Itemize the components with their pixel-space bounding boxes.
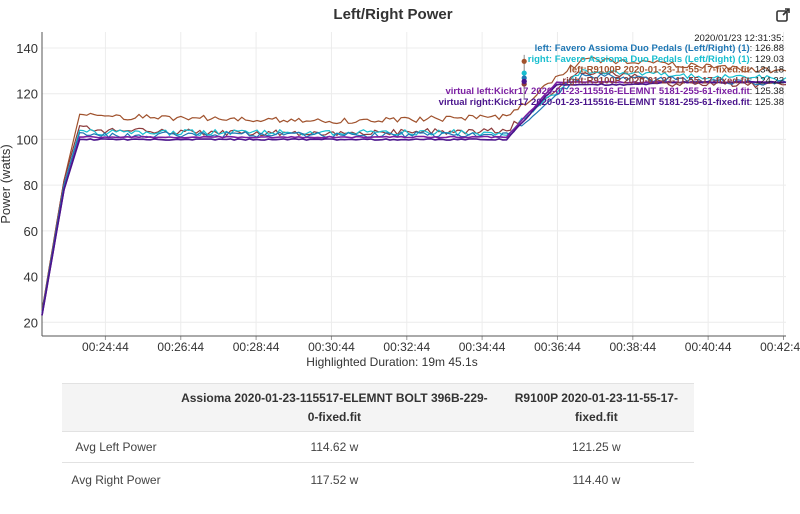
table-header-assioma: Assioma 2020-01-23-115517-ELEMNT BOLT 39… (170, 383, 499, 432)
hover-marker (521, 78, 527, 85)
x-tick-label: 00:40:44 (685, 340, 732, 354)
series-line-5 (41, 80, 787, 316)
table-header-empty (62, 383, 170, 432)
x-tick-label: 00:36:44 (534, 340, 581, 354)
legend-entry-value: : 125.38 (750, 86, 784, 97)
series-line-1 (41, 56, 787, 312)
series-line-4 (41, 73, 787, 314)
table-row: Avg Left Power 114.62 w 121.25 w (62, 431, 694, 463)
cell-avg-right-r9100p: 114.40 w (498, 462, 694, 502)
hover-marker (521, 58, 527, 64)
legend-entry: virtual left:Kickr17 2020-01-23-115516-E… (446, 86, 785, 97)
x-tick-label: 00:34:44 (459, 340, 506, 354)
y-tick-label: 80 (24, 178, 38, 193)
comparison-table: Assioma 2020-01-23-115517-ELEMNT BOLT 39… (62, 383, 694, 502)
y-tick-label: 100 (16, 132, 38, 147)
y-tick-label: 40 (24, 270, 38, 285)
legend-entry-label: virtual left:Kickr17 2020-01-23-115516-E… (446, 86, 751, 97)
chart-title: Left/Right Power (333, 6, 453, 23)
x-axis-label: Highlighted Duration: 19m 45.1s (306, 355, 477, 369)
table-header-r9100p: R9100P 2020-01-23-11-55-17-fixed.fit (498, 383, 694, 432)
legend-entry: virtual right:Kickr17 2020-01-23-115516-… (439, 97, 784, 108)
legend-entry: right:R9100P 2020-01-23-11-55-17-fixed.f… (562, 75, 784, 86)
legend-entry-value: : 129.03 (750, 54, 784, 65)
legend-entry-label: right: Favero Assioma Duo Pedals (Left/R… (528, 54, 750, 65)
legend-entry-label: left: Favero Assioma Duo Pedals (Left/Ri… (535, 43, 750, 54)
legend-entry-label: virtual right:Kickr17 2020-01-23-115516-… (439, 97, 751, 108)
x-tick-label: 00:28:44 (233, 340, 280, 354)
series-line-2 (41, 71, 787, 312)
x-tick-label: 00:42:44 (760, 340, 800, 354)
y-tick-label: 60 (24, 224, 38, 239)
legend-entry-value: : 126.88 (750, 43, 784, 54)
x-tick-label: 00:30:44 (308, 340, 355, 354)
x-tick-label: 00:32:44 (383, 340, 430, 354)
cell-avg-left-assioma: 114.62 w (170, 431, 499, 463)
x-tick-label: 00:24:44 (82, 340, 129, 354)
hover-marker (521, 70, 527, 76)
y-tick-label: 120 (16, 87, 38, 102)
table-header-row: Assioma 2020-01-23-115517-ELEMNT BOLT 39… (62, 383, 694, 432)
legend-entry-label: right:R9100P 2020-01-23-11-55-17-fixed.f… (562, 75, 750, 86)
x-tick-label: 00:26:44 (157, 340, 204, 354)
x-tick-label: 00:38:44 (609, 340, 656, 354)
y-axis-label: Power (watts) (0, 144, 13, 223)
y-tick-label: 20 (24, 315, 38, 330)
row-label-avg-right: Avg Right Power (62, 462, 170, 502)
export-icon[interactable] (775, 7, 791, 23)
row-label-avg-left: Avg Left Power (62, 431, 170, 463)
legend-entry: left:R9100P 2020-01-23-11-55-17-fixed.fi… (569, 65, 784, 76)
y-tick-label: 140 (16, 41, 38, 56)
table-row: Avg Right Power 117.52 w 114.40 w (62, 462, 694, 502)
cell-avg-left-r9100p: 121.25 w (498, 431, 694, 463)
legend-entry: right: Favero Assioma Duo Pedals (Left/R… (528, 54, 784, 65)
chart-svg: 20 40 60 80 100 120 140 00:24:44 00:26:44 00:28:4… (0, 32, 800, 369)
legend-entry-value: : 124.22 (750, 75, 784, 86)
tooltip-time: 2020/01/23 12:31:35: (694, 33, 784, 44)
legend-entry-label: left:R9100P 2020-01-23-11-55-17-fixed.fi… (569, 65, 750, 76)
legend-entry: left: Favero Assioma Duo Pedals (Left/Ri… (535, 43, 784, 54)
series-line-6 (41, 80, 787, 316)
legend-entry-value: : 125.38 (750, 97, 784, 108)
legend-entry-value: : 134.18 (750, 65, 784, 76)
cell-avg-right-assioma: 117.52 w (170, 462, 499, 502)
